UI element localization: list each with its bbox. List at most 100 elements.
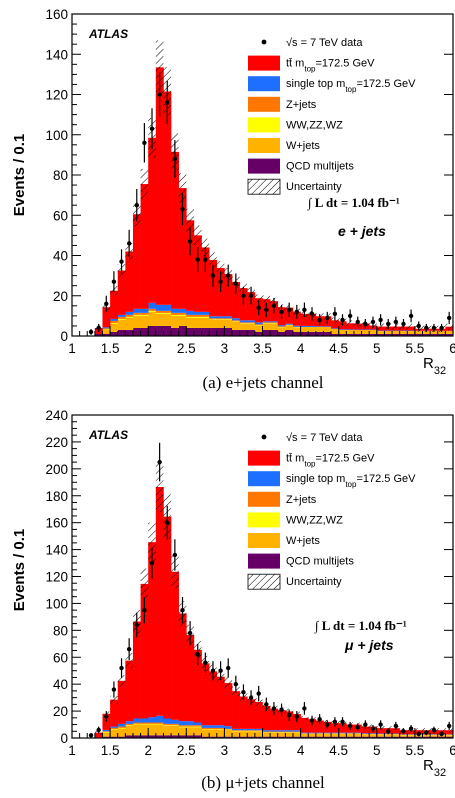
data-point-45 xyxy=(416,731,421,737)
bar-1-16 xyxy=(193,722,202,726)
bar-2-12 xyxy=(163,723,172,726)
bar-3-4 xyxy=(102,329,111,330)
bar-5-10 xyxy=(148,325,157,336)
bar-0-6 xyxy=(117,680,126,724)
bar-5-43 xyxy=(399,736,408,738)
legend-entry-wjets: W+jets xyxy=(248,533,320,548)
legend-swatch xyxy=(248,117,280,133)
bar-0-32 xyxy=(315,720,324,733)
bar-3-17 xyxy=(201,729,210,730)
panel-b: 0 20 40 60 80 100 120 140 160 180 200 220 240 1 1.5 2 2.… xyxy=(11,408,455,792)
bar-4-20 xyxy=(224,319,233,328)
bar-3-6 xyxy=(117,318,126,320)
uncertainty-bin-25 xyxy=(262,295,271,303)
legend-label-text: single top m xyxy=(286,78,345,90)
data-point-10 xyxy=(149,126,155,131)
bar-0-17 xyxy=(201,663,210,726)
legend-swatch xyxy=(248,55,280,71)
bar-2-9 xyxy=(140,722,149,724)
bar-4-7 xyxy=(125,725,134,736)
x-tick-label: 3.5 xyxy=(253,743,272,758)
bar-5-20 xyxy=(224,327,233,336)
bar-4-38 xyxy=(361,734,370,737)
bar-2-15 xyxy=(186,725,195,727)
legend-entry-diboson: WW,ZZ,WZ xyxy=(248,117,343,133)
bar-4-18 xyxy=(209,729,218,737)
y-axis-label: Events / 0.1 xyxy=(11,529,28,612)
uncertainty-bin-41 xyxy=(384,726,393,731)
y-tick-label: 20 xyxy=(53,704,68,719)
data-point-41 xyxy=(386,729,391,734)
legend-label-text: W+jets xyxy=(286,535,320,547)
bar-0-4 xyxy=(102,307,111,328)
data-point-16 xyxy=(195,257,200,262)
x-tick-label: 6 xyxy=(449,341,455,356)
bar-1-19 xyxy=(216,725,225,728)
bar-5-15 xyxy=(186,735,195,738)
bar-0-21 xyxy=(232,282,240,319)
bar-5-49 xyxy=(445,333,453,336)
bar-1-32 xyxy=(315,732,324,734)
legend-label: √s = 7 TeV data xyxy=(286,37,363,49)
bar-4-8 xyxy=(132,315,141,328)
bar-0-20 xyxy=(224,274,233,317)
uncertainty-bin-13 xyxy=(171,555,179,589)
bar-1-7 xyxy=(125,721,134,724)
x-tick-label: 4.5 xyxy=(329,341,348,356)
y-tick-label: 40 xyxy=(53,249,68,264)
data-point-46 xyxy=(424,730,429,735)
bar-3-16 xyxy=(193,316,202,318)
bar-5-27 xyxy=(277,736,286,738)
bar-5-5 xyxy=(110,331,119,336)
bar-0-26 xyxy=(270,708,279,731)
bar-2-37 xyxy=(353,329,362,331)
uncertainty-bin-48 xyxy=(437,728,446,733)
bar-2-11 xyxy=(155,722,164,724)
bar-1-23 xyxy=(247,728,256,731)
data-point-7 xyxy=(126,646,132,652)
bar-1-35 xyxy=(338,732,347,734)
bar-0-18 xyxy=(209,259,218,317)
bar-3-12 xyxy=(163,312,172,314)
data-point-6 xyxy=(119,259,124,264)
bar-4-49 xyxy=(445,735,453,737)
bar-3-15 xyxy=(186,726,195,728)
bar-3-7 xyxy=(125,725,134,726)
y-tick-label: 140 xyxy=(45,47,68,62)
data-point-17 xyxy=(203,660,208,665)
x-tick-label: 5 xyxy=(373,341,381,356)
legend-entry-uncertainty: Uncertainty xyxy=(247,573,342,590)
bar-5-20 xyxy=(224,736,233,738)
y-tick-label: 120 xyxy=(45,570,68,585)
data-point-37 xyxy=(355,725,360,730)
bar-3-8 xyxy=(132,723,141,725)
data-point-11 xyxy=(157,92,162,97)
bar-3-28 xyxy=(285,325,294,326)
bar-2-26 xyxy=(270,731,279,733)
data-point-11 xyxy=(157,459,162,465)
bar-1-16 xyxy=(193,311,202,315)
bar-2-22 xyxy=(239,322,248,324)
bar-1-21 xyxy=(232,318,240,321)
bar-4-33 xyxy=(323,327,332,332)
legend-label-text: tt̄ m xyxy=(286,452,304,464)
data-point-48 xyxy=(439,731,444,737)
bar-5-34 xyxy=(331,333,339,336)
bar-5-22 xyxy=(239,329,248,336)
bar-2-16 xyxy=(193,725,202,727)
x-tick-label: 5.5 xyxy=(406,743,425,758)
y-tick-label: 140 xyxy=(45,543,68,558)
x-tick-label: 1.5 xyxy=(101,341,120,356)
legend-label: QCD multijets xyxy=(286,556,354,568)
x-axis-label-main: R xyxy=(423,355,434,372)
bar-0-14 xyxy=(178,613,187,722)
bar-1-28 xyxy=(285,730,294,732)
data-point-38 xyxy=(363,722,368,727)
bar-1-17 xyxy=(201,311,210,315)
legend-label: single top mtop=172.5 GeV xyxy=(286,78,416,94)
bar-0-40 xyxy=(376,728,385,734)
bar-4-35 xyxy=(338,330,347,334)
bar-4-21 xyxy=(232,321,240,330)
bar-1-7 xyxy=(125,311,134,315)
bar-5-4 xyxy=(102,736,111,738)
